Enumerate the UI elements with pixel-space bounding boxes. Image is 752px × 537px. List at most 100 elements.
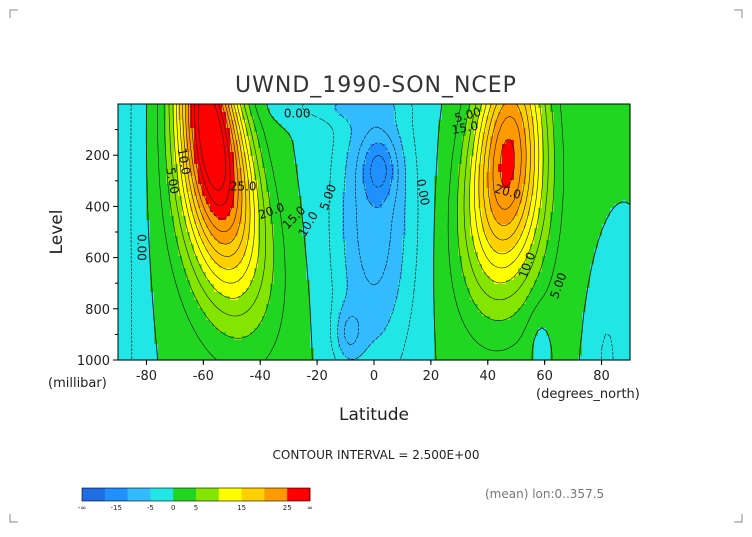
- field-cell: [214, 148, 219, 153]
- field-cell: [342, 220, 347, 225]
- field-cell: [514, 108, 519, 113]
- field-cell: [454, 224, 459, 229]
- field-cell: [534, 108, 539, 113]
- field-cell: [430, 168, 435, 173]
- field-cell: [198, 120, 203, 125]
- field-cell: [418, 220, 423, 225]
- field-cell: [518, 116, 523, 121]
- field-cell: [466, 216, 471, 221]
- field-cell: [310, 212, 315, 217]
- field-cell: [206, 200, 211, 205]
- field-cell: [414, 124, 419, 129]
- field-cell: [594, 232, 599, 237]
- field-cell: [598, 112, 603, 117]
- field-cell: [454, 244, 459, 249]
- field-cell: [118, 156, 123, 161]
- field-cell: [170, 232, 175, 237]
- field-cell: [458, 180, 463, 185]
- field-cell: [478, 152, 483, 157]
- field-cell: [322, 160, 327, 165]
- field-cell: [622, 180, 627, 185]
- field-cell: [622, 216, 627, 221]
- field-cell: [522, 204, 527, 209]
- field-cell: [550, 204, 555, 209]
- field-cell: [358, 208, 363, 213]
- field-cell: [610, 200, 615, 205]
- field-cell: [430, 244, 435, 249]
- field-cell: [326, 224, 331, 229]
- field-cell: [518, 144, 523, 149]
- field-cell: [494, 180, 499, 185]
- field-cell: [254, 216, 259, 221]
- field-cell: [398, 224, 403, 229]
- field-cell: [198, 216, 203, 221]
- field-cell: [254, 172, 259, 177]
- field-cell: [386, 228, 391, 233]
- field-cell: [522, 168, 527, 173]
- field-cell: [350, 180, 355, 185]
- field-cell: [350, 224, 355, 229]
- field-cell: [174, 192, 179, 197]
- field-cell: [458, 216, 463, 221]
- field-cell: [322, 132, 327, 137]
- field-cell: [194, 200, 199, 205]
- field-cell: [510, 144, 515, 149]
- field-cell: [226, 172, 231, 177]
- field-cell: [598, 228, 603, 233]
- field-cell: [254, 156, 259, 161]
- field-cell: [302, 112, 307, 117]
- field-cell: [406, 112, 411, 117]
- field-cell: [386, 236, 391, 241]
- field-cell: [482, 144, 487, 149]
- field-cell: [118, 152, 123, 157]
- field-cell: [178, 184, 183, 189]
- field-cell: [198, 236, 203, 241]
- field-cell: [470, 216, 475, 221]
- field-cell: [506, 244, 511, 249]
- field-cell: [318, 232, 323, 237]
- field-cell: [178, 204, 183, 209]
- field-cell: [150, 164, 155, 169]
- field-cell: [394, 252, 399, 257]
- field-cell: [298, 136, 303, 141]
- field-cell: [258, 180, 263, 185]
- field-cell: [198, 172, 203, 177]
- field-cell: [194, 124, 199, 129]
- field-cell: [286, 224, 291, 229]
- field-cell: [462, 112, 467, 117]
- field-cell: [158, 176, 163, 181]
- field-cell: [134, 124, 139, 129]
- field-cell: [410, 168, 415, 173]
- field-cell: [166, 224, 171, 229]
- field-cell: [318, 240, 323, 245]
- field-cell: [570, 188, 575, 193]
- field-cell: [278, 116, 283, 121]
- field-cell: [366, 152, 371, 157]
- field-cell: [150, 236, 155, 241]
- field-cell: [530, 128, 535, 133]
- field-cell: [218, 236, 223, 241]
- field-cell: [370, 148, 375, 153]
- field-cell: [338, 168, 343, 173]
- field-cell: [134, 156, 139, 161]
- field-cell: [478, 176, 483, 181]
- field-cell: [406, 232, 411, 237]
- field-cell: [454, 116, 459, 121]
- field-cell: [530, 244, 535, 249]
- field-cell: [482, 116, 487, 121]
- field-cell: [258, 236, 263, 241]
- field-cell: [154, 236, 159, 241]
- field-cell: [382, 232, 387, 237]
- field-cell: [594, 228, 599, 233]
- field-cell: [522, 164, 527, 169]
- field-cell: [218, 136, 223, 141]
- field-cell: [462, 140, 467, 145]
- field-cell: [202, 152, 207, 157]
- field-cell: [214, 240, 219, 245]
- field-cell: [410, 224, 415, 229]
- field-cell: [130, 240, 135, 245]
- field-cell: [142, 136, 147, 141]
- field-cell: [274, 228, 279, 233]
- field-cell: [522, 248, 527, 253]
- field-cell: [330, 224, 335, 229]
